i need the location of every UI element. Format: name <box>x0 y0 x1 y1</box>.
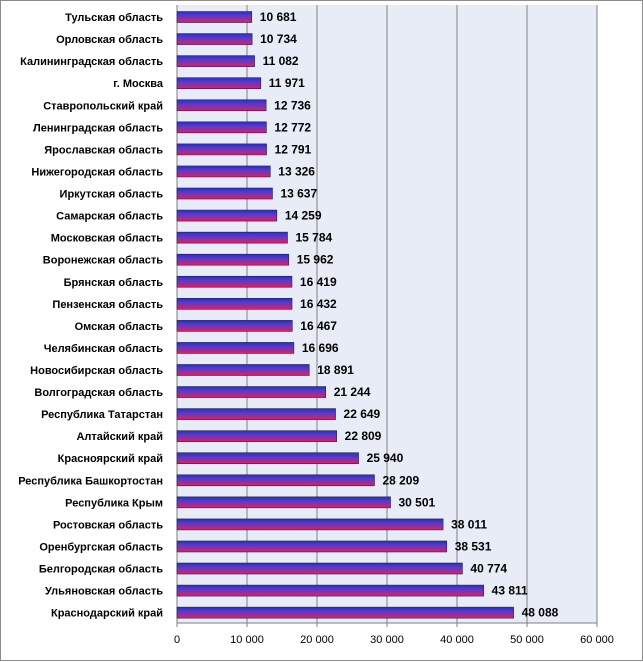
category-label: Белгородская область <box>39 564 163 576</box>
bars <box>176 11 514 619</box>
bar <box>176 165 271 178</box>
bar <box>176 55 255 67</box>
category-label: Тульская область <box>65 12 163 24</box>
bar <box>176 143 267 156</box>
category-label: Иркутская область <box>60 189 164 201</box>
bar <box>176 430 337 442</box>
bar <box>176 11 253 23</box>
category-label: Краснодарский край <box>51 608 163 620</box>
x-tick-label: 30 000 <box>370 634 404 646</box>
bar <box>176 99 267 112</box>
category-label: Челябинская область <box>44 343 164 355</box>
bar <box>176 231 288 244</box>
value-labels: 10 681 10 734 11 082 11 971 12 736 12 772 12 7… <box>260 10 559 620</box>
category-label: Брянская область <box>64 277 164 289</box>
category-labels: Тульская область Орловская область Калинин… <box>18 12 164 620</box>
bar <box>176 298 293 310</box>
bar <box>176 187 273 200</box>
bar <box>176 209 278 222</box>
value-label: 11 082 <box>263 54 299 68</box>
value-label: 13 326 <box>278 164 315 178</box>
x-tick-label: 60 000 <box>580 634 614 646</box>
value-label: 14 259 <box>285 209 322 223</box>
bar <box>176 452 359 465</box>
category-label: г. Москва <box>113 78 164 90</box>
value-label: 22 809 <box>345 429 382 443</box>
value-label: 25 940 <box>367 451 404 465</box>
category-label: Новосибирская область <box>30 365 163 377</box>
category-label: Ульяновская область <box>45 586 163 598</box>
bar <box>176 386 327 398</box>
category-label: Волгоградская область <box>34 387 163 399</box>
bar <box>176 496 391 509</box>
x-tick-label: 50 000 <box>510 634 544 646</box>
value-label: 12 791 <box>275 142 312 156</box>
category-label: Красноярский край <box>58 453 163 465</box>
x-tick-label: 40 000 <box>440 634 474 646</box>
x-axis-tick-labels: 0 10 000 20 000 30 000 40 000 50 000 60 000 <box>174 634 614 646</box>
category-label: Самарская область <box>56 211 163 223</box>
value-label: 16 419 <box>300 275 337 289</box>
category-label: Ростовская область <box>53 519 163 531</box>
value-label: 16 467 <box>300 319 337 333</box>
value-label: 18 891 <box>317 363 354 377</box>
value-label: 12 736 <box>274 98 311 112</box>
category-label: Республика Башкортостан <box>18 475 163 487</box>
bar <box>176 320 293 332</box>
value-label: 11 971 <box>269 76 305 90</box>
bar <box>176 33 253 45</box>
x-tick-label: 20 000 <box>300 634 334 646</box>
category-label: Алтайский край <box>76 431 163 443</box>
value-label: 15 784 <box>295 231 332 245</box>
category-label: Оренбургская область <box>39 541 163 553</box>
value-label: 48 088 <box>522 606 559 620</box>
category-label: Ярославская область <box>44 144 163 156</box>
x-tick-label: 10 000 <box>230 634 264 646</box>
bar <box>176 408 336 420</box>
value-label: 28 209 <box>382 473 419 487</box>
category-label: Ставропольский край <box>43 100 163 112</box>
category-label: Нижегородская область <box>31 166 163 178</box>
category-label: Ленинградская область <box>33 122 163 134</box>
bar <box>176 77 262 90</box>
bar <box>176 342 295 354</box>
value-label: 15 962 <box>297 253 334 267</box>
bar <box>176 253 290 266</box>
bar <box>176 275 293 288</box>
bar <box>176 518 444 531</box>
x-tick-label: 0 <box>174 634 180 646</box>
value-label: 38 011 <box>451 517 487 531</box>
value-label: 10 681 <box>260 10 297 24</box>
bar <box>176 606 514 619</box>
category-label: Республика Татарстан <box>41 409 163 421</box>
value-label: 12 772 <box>274 120 311 134</box>
category-label: Пензенская область <box>52 299 163 311</box>
category-label: Орловская область <box>56 34 163 46</box>
bar <box>176 474 375 487</box>
value-label: 13 637 <box>280 187 317 201</box>
value-label: 38 531 <box>455 539 492 553</box>
category-label: Воронежская область <box>43 255 163 267</box>
bar <box>176 584 484 597</box>
bar <box>176 540 448 553</box>
bar <box>176 364 310 376</box>
value-label: 16 696 <box>302 341 339 355</box>
value-label: 21 244 <box>334 385 371 399</box>
bar <box>176 121 267 134</box>
category-label: Республика Крым <box>65 497 163 509</box>
category-label: Калининградская область <box>20 56 163 68</box>
bar <box>176 562 463 575</box>
value-label: 10 734 <box>260 32 297 46</box>
category-label: Московская область <box>51 233 163 245</box>
value-label: 40 774 <box>470 562 507 576</box>
value-label: 22 649 <box>344 407 381 421</box>
value-label: 30 501 <box>399 495 436 509</box>
category-label: Омская область <box>75 321 164 333</box>
value-label: 43 811 <box>492 584 528 598</box>
value-label: 16 432 <box>300 297 337 311</box>
